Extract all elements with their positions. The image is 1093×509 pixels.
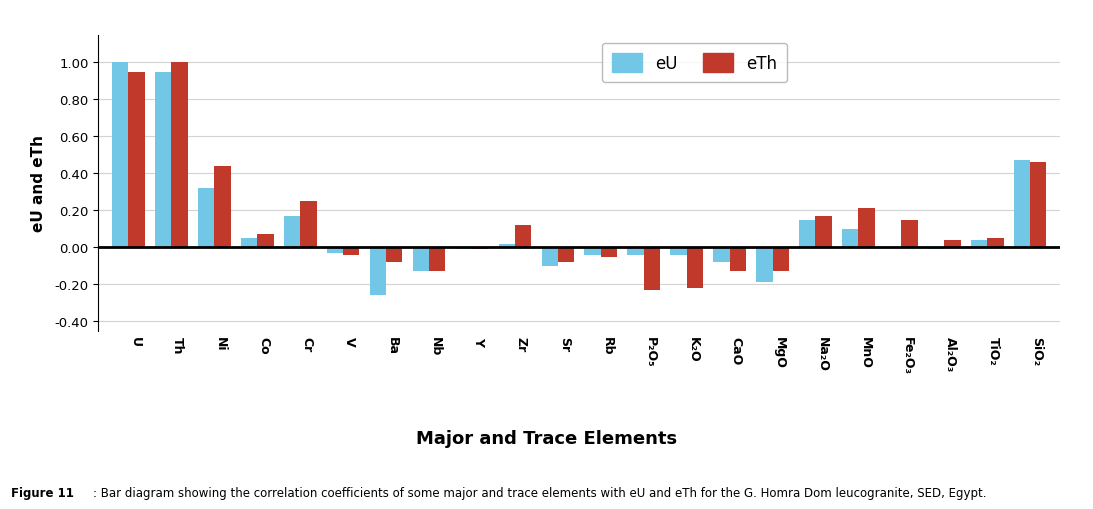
Bar bbox=[301, 202, 317, 248]
Bar bbox=[155, 72, 172, 248]
Bar bbox=[585, 248, 601, 255]
Bar bbox=[214, 166, 231, 248]
Text: : Bar diagram showing the correlation coefficients of some major and trace eleme: : Bar diagram showing the correlation co… bbox=[93, 486, 986, 499]
Y-axis label: eU and eTh: eU and eTh bbox=[32, 135, 46, 232]
Text: Cr: Cr bbox=[301, 336, 314, 351]
Bar bbox=[714, 248, 730, 263]
Bar bbox=[515, 225, 531, 248]
Text: SiO₂: SiO₂ bbox=[1030, 336, 1043, 365]
Bar bbox=[129, 72, 144, 248]
Bar bbox=[799, 220, 815, 248]
Bar bbox=[456, 248, 472, 249]
Text: K₂O: K₂O bbox=[686, 336, 700, 361]
Bar bbox=[730, 248, 745, 272]
Bar bbox=[541, 248, 557, 266]
Text: Sr: Sr bbox=[557, 336, 571, 351]
Bar bbox=[773, 248, 789, 272]
Legend: eU, eTh: eU, eTh bbox=[602, 44, 787, 83]
Text: U: U bbox=[129, 336, 141, 346]
Text: MgO: MgO bbox=[773, 336, 786, 367]
Bar bbox=[430, 248, 445, 272]
Bar bbox=[944, 240, 961, 248]
Text: Ba: Ba bbox=[386, 336, 399, 354]
Bar bbox=[1014, 161, 1030, 248]
Bar bbox=[413, 248, 428, 272]
Text: Zr: Zr bbox=[515, 336, 528, 351]
Bar bbox=[644, 248, 660, 290]
Bar bbox=[1030, 163, 1046, 248]
Bar bbox=[670, 248, 686, 255]
Bar bbox=[686, 248, 703, 289]
Text: Ni: Ni bbox=[214, 336, 227, 350]
Bar bbox=[240, 239, 257, 248]
Text: TiO₂: TiO₂ bbox=[987, 336, 1000, 364]
Text: Al₂O₃: Al₂O₃ bbox=[944, 336, 957, 371]
Text: Th: Th bbox=[172, 336, 185, 353]
Bar bbox=[386, 248, 402, 263]
Bar bbox=[369, 248, 386, 296]
Bar bbox=[257, 235, 273, 248]
Text: V: V bbox=[343, 336, 356, 346]
Text: CaO: CaO bbox=[730, 336, 742, 364]
Text: P₂O₅: P₂O₅ bbox=[644, 336, 657, 366]
Bar bbox=[472, 248, 489, 249]
Bar bbox=[971, 240, 987, 248]
Bar bbox=[343, 248, 360, 255]
Bar bbox=[902, 220, 918, 248]
Bar bbox=[928, 248, 944, 249]
Bar bbox=[842, 230, 858, 248]
Text: MnO: MnO bbox=[858, 336, 871, 367]
Bar bbox=[858, 209, 874, 248]
Bar bbox=[601, 248, 618, 257]
Text: Co: Co bbox=[257, 336, 270, 354]
Bar bbox=[756, 248, 773, 283]
Bar bbox=[557, 248, 574, 263]
Bar bbox=[113, 63, 129, 248]
Text: Y: Y bbox=[472, 336, 485, 345]
Bar bbox=[815, 216, 832, 248]
Bar bbox=[627, 248, 644, 255]
Bar bbox=[172, 63, 188, 248]
Bar bbox=[284, 216, 301, 248]
Bar bbox=[987, 239, 1003, 248]
Text: Major and Trace Elements: Major and Trace Elements bbox=[416, 429, 677, 447]
Text: Rb: Rb bbox=[601, 336, 614, 354]
Bar bbox=[327, 248, 343, 253]
Bar bbox=[498, 244, 515, 248]
Text: Fe₂O₃: Fe₂O₃ bbox=[902, 336, 915, 374]
Text: Nb: Nb bbox=[430, 336, 442, 355]
Bar bbox=[198, 189, 214, 248]
Text: Na₂O: Na₂O bbox=[815, 336, 828, 371]
Text: Figure 11: Figure 11 bbox=[11, 486, 74, 499]
